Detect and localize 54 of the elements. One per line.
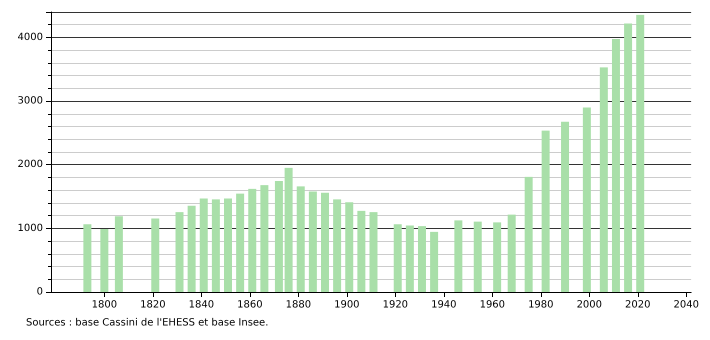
bar — [188, 206, 196, 292]
y-tick-label: 1000 — [18, 222, 43, 234]
bar — [224, 198, 232, 292]
bar — [100, 229, 108, 292]
bar — [394, 224, 402, 292]
bar — [212, 199, 220, 292]
bar — [151, 218, 160, 292]
x-tick-label: 2020 — [625, 300, 651, 310]
y-tick-label: 2000 — [18, 159, 43, 170]
bar — [260, 185, 268, 292]
bar — [474, 222, 482, 292]
bar — [308, 191, 317, 292]
bar — [524, 176, 533, 292]
x-tick-label: 1840 — [188, 300, 214, 310]
bar — [83, 224, 92, 292]
bar — [582, 107, 591, 292]
bar — [176, 212, 184, 292]
y-tick-label: 4000 — [18, 32, 43, 43]
bar — [357, 210, 366, 292]
bar — [345, 202, 354, 292]
bar — [296, 186, 305, 292]
bar — [636, 14, 644, 292]
bar — [248, 188, 256, 292]
bar — [542, 130, 550, 292]
x-tick-label: 2040 — [674, 300, 699, 310]
y-tick-label: 0 — [36, 286, 43, 298]
x-tick-label: 1880 — [286, 300, 312, 310]
x-tick-label: 1820 — [140, 300, 166, 310]
x-tick-label: 1860 — [237, 300, 263, 310]
x-tick-label: 1980 — [528, 300, 554, 310]
bar — [114, 216, 123, 292]
bar — [612, 39, 620, 292]
bar — [624, 23, 632, 292]
bar — [369, 212, 378, 292]
bar — [561, 122, 570, 292]
bar — [200, 198, 208, 292]
x-tick-label: 1960 — [480, 300, 506, 310]
bar — [418, 226, 426, 292]
x-tick-label: 2000 — [576, 300, 602, 310]
bar — [430, 232, 438, 292]
bar — [236, 194, 244, 292]
bar — [320, 192, 329, 292]
bar — [406, 226, 414, 292]
x-tick-label: 1920 — [382, 300, 408, 310]
bar — [333, 199, 342, 292]
bar — [508, 214, 516, 292]
x-tick-label: 1800 — [92, 300, 118, 310]
source-note: Sources : base Cassini de l'EHESS et base Insee. — [26, 318, 268, 328]
x-tick-label: 1900 — [334, 300, 360, 310]
y-tick-label: 3000 — [18, 96, 43, 107]
x-tick-label: 1940 — [431, 300, 457, 310]
bar — [600, 67, 608, 292]
bar — [493, 222, 502, 292]
bar — [454, 220, 462, 292]
